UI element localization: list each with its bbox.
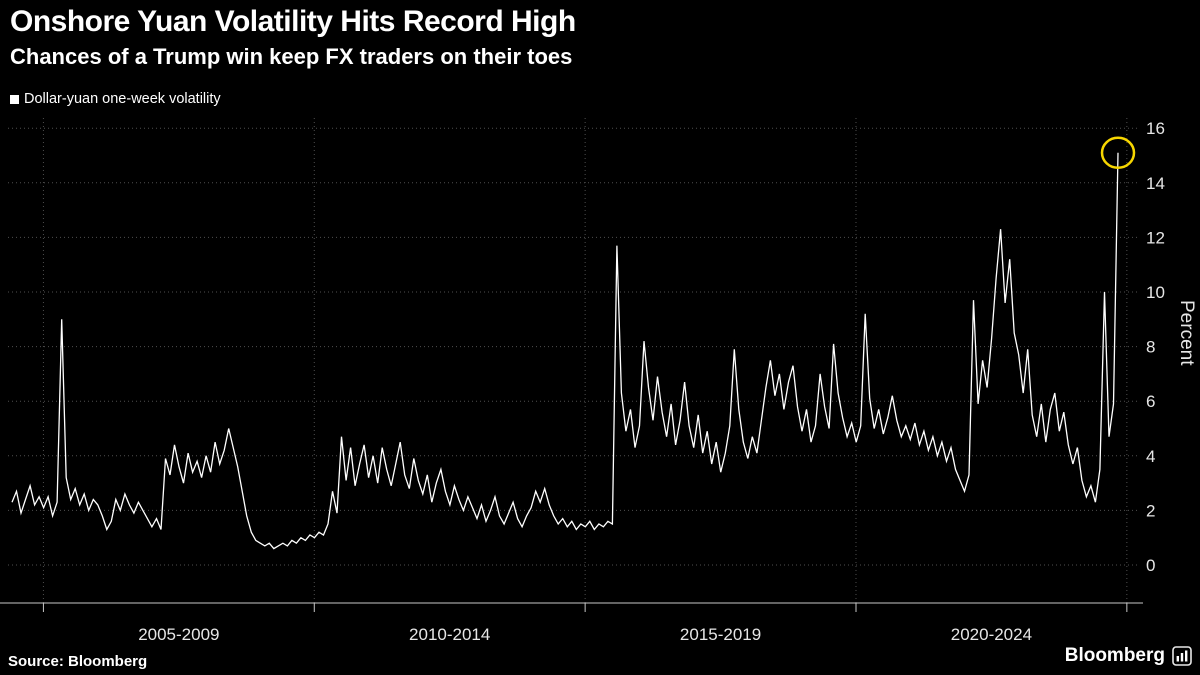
source-note: Source: Bloomberg [8, 653, 148, 670]
y-tick-label: 2 [1146, 501, 1155, 520]
bloomberg-logo: Bloomberg [1065, 645, 1192, 667]
y-tick-label: 6 [1146, 392, 1155, 411]
y-tick-label: 14 [1146, 174, 1165, 193]
bar-chart-icon [1172, 646, 1192, 666]
y-tick-label: 8 [1146, 338, 1155, 357]
x-tick-label: 2015-2019 [680, 625, 761, 644]
y-tick-label: 16 [1146, 119, 1165, 138]
x-tick-label: 2010-2014 [409, 625, 490, 644]
volatility-line [11, 152, 1119, 550]
chart-title: Onshore Yuan Volatility Hits Record High [10, 5, 576, 38]
x-tick-label: 2005-2009 [138, 625, 219, 644]
y-tick-label: 10 [1146, 283, 1165, 302]
legend-swatch-icon [10, 94, 19, 104]
y-tick-label: 12 [1146, 228, 1165, 247]
record-high-highlight-circle [1100, 136, 1136, 170]
y-axis-title: Percent [1176, 300, 1197, 366]
legend: Dollar-yuan one-week volatility [10, 91, 221, 107]
y-tick-label: 4 [1146, 447, 1155, 466]
chart-subtitle: Chances of a Trump win keep FX traders o… [10, 44, 573, 69]
x-tick-label: 2020-2024 [951, 625, 1032, 644]
legend-label: Dollar-yuan one-week volatility [24, 91, 221, 107]
y-tick-label: 0 [1146, 556, 1155, 575]
bloomberg-wordmark: Bloomberg [1064, 645, 1165, 666]
